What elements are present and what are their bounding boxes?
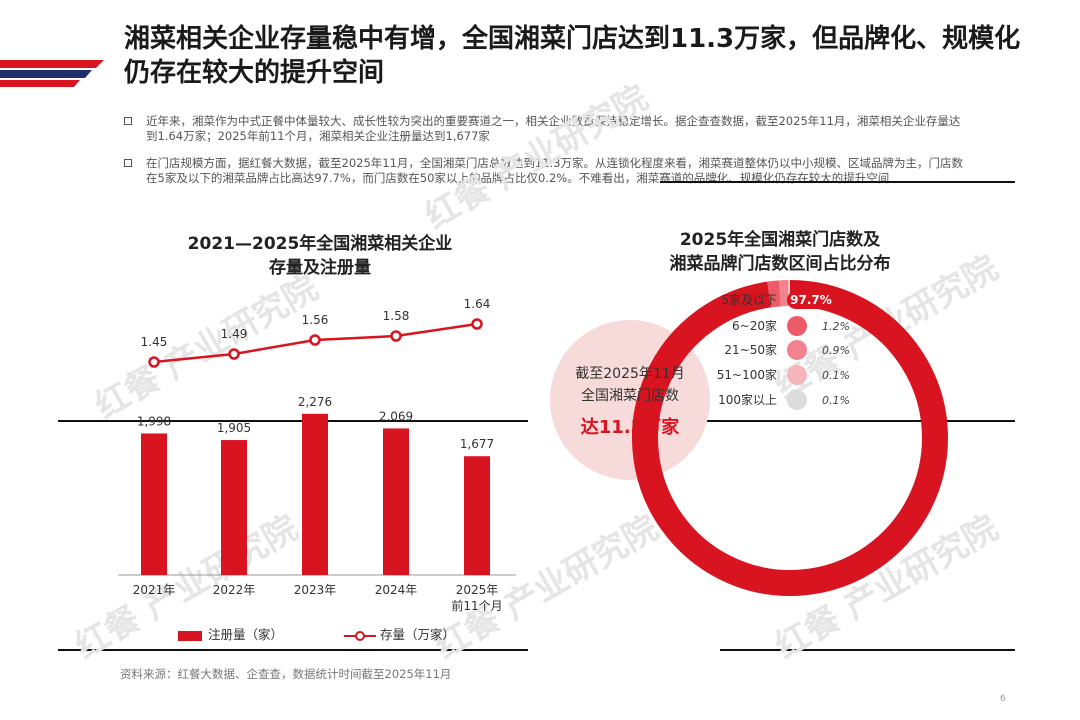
divider-line [58,420,528,422]
right-chart-title: 2025年全国湘菜门店数及 湘菜品牌门店数区间占比分布 [580,228,980,276]
pie-category-label: 21~50家 [724,342,777,357]
right-chart-title-line1: 2025年全国湘菜门店数及 [679,230,881,250]
line-point [148,356,160,368]
divider-line [58,649,528,651]
bar-4 [383,428,409,575]
pie-category-label: 51~100家 [717,367,777,382]
pie-marker-dot [787,390,807,410]
pie-value-label: 0.1% [822,369,850,382]
ring-slice-2 [767,280,781,308]
x-tick-label: 2024年 [375,583,418,597]
line-value-label: 1.49 [221,327,248,341]
bar-value-label: 2,276 [298,395,332,409]
square-bullet-icon [124,117,132,125]
pie-category-label: 6~20家 [732,318,777,333]
center-text-line2: 全国湘菜门店数 [581,387,679,404]
header-stripes [0,60,104,87]
bullet-item-1: 近年来，湘菜作为中式正餐中体量较大、成长性较为突出的重要赛道之一，相关企业数量保… [124,114,969,144]
legend-line: 存量（万家） [344,624,455,643]
bar-value-label: 1,998 [137,414,171,428]
line-value-label: 1.64 [464,297,491,311]
pie-value-label: 97.7% [790,293,832,307]
pie-value-label: 0.1% [822,394,850,407]
bar-value-label: 2,069 [379,409,413,423]
bullet-text-1: 近年来，湘菜作为中式正餐中体量较大、成长性较为突出的重要赛道之一，相关企业数量保… [146,114,961,143]
x-tick-label: 2025年 [456,583,499,597]
pie-value-pill [787,291,835,309]
divider-line [560,420,1015,422]
left-chart-title-line1: 2021—2025年全国湘菜相关企业 [187,234,453,254]
ring-slice-1 [632,280,948,596]
line-point [309,334,321,346]
line-point [390,330,402,342]
pie-marker-dot [787,340,807,360]
center-text-line3: 达11.3万家 [581,416,680,438]
pie-marker-dot [787,316,807,336]
legend-line-label: 存量（万家） [380,627,456,642]
line-value-label: 1.45 [141,335,168,349]
right-chart-title-line2: 湘菜品牌门店数区间占比分布 [669,254,891,274]
left-chart-title: 2021—2025年全国湘菜相关企业 存量及注册量 [120,232,520,280]
legend-bar-label: 注册量（家） [208,627,284,642]
page-title: 湘菜相关企业存量稳中有增，全国湘菜门店达到11.3万家，但品牌化、规模化仍存在较… [124,24,1021,88]
legend-bar: 注册量（家） [178,624,283,643]
line-point [228,348,240,360]
divider-line [660,181,1015,183]
line-value-label: 1.58 [383,309,410,323]
center-text-line1: 截至2025年11月 [575,366,684,382]
bar-value-label: 1,905 [217,421,251,435]
line-point [471,318,483,330]
bar-2 [221,440,247,575]
x-tick-label: 前11个月 [451,598,502,613]
bar-5 [464,456,490,575]
square-bullet-icon [124,159,132,167]
pie-marker-dot [787,365,807,385]
bar-1 [141,433,167,575]
legend-bar-swatch [178,630,202,641]
bar-3 [302,413,328,575]
source-note: 资料来源：红餐大数据、企查查，数据统计时间截至2025年11月 [120,667,452,681]
bar-value-label: 1,677 [460,437,494,451]
left-chart-title-line2: 存量及注册量 [269,258,371,278]
pie-category-label: 5家及以下 [721,292,777,307]
page-number: 6 [1000,694,1006,704]
x-tick-label: 2022年 [213,583,256,597]
x-tick-label: 2023年 [294,583,337,597]
x-tick-label: 2021年 [133,583,176,597]
pie-category-label: 100家以上 [718,392,777,407]
pie-value-label: 0.9% [822,344,850,357]
pie-value-label: 1.2% [822,320,850,333]
legend-line-swatch [344,630,376,641]
line-value-label: 1.56 [302,313,329,327]
divider-line [720,649,1015,651]
